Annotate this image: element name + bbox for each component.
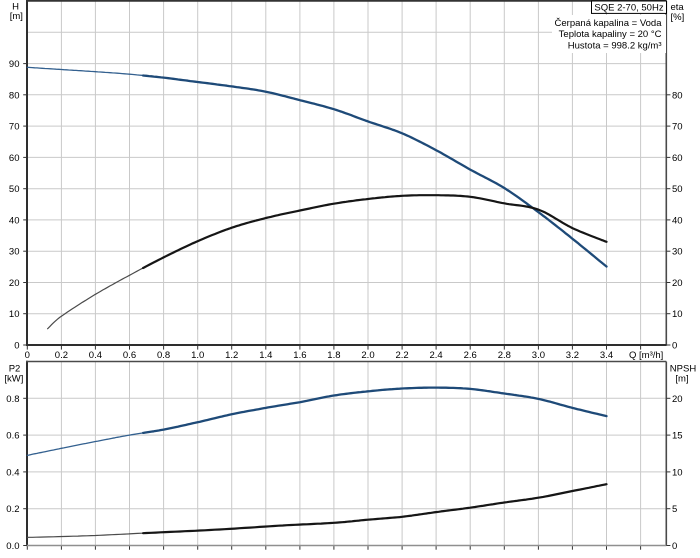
svg-text:[kW]: [kW] xyxy=(4,374,23,385)
svg-text:1.4: 1.4 xyxy=(259,350,272,361)
svg-text:40: 40 xyxy=(672,215,683,226)
svg-text:10: 10 xyxy=(672,467,683,478)
svg-text:60: 60 xyxy=(9,153,20,164)
svg-text:2.6: 2.6 xyxy=(464,350,477,361)
svg-text:0.2: 0.2 xyxy=(55,350,68,361)
svg-text:90: 90 xyxy=(9,59,20,70)
svg-text:3.0: 3.0 xyxy=(532,350,545,361)
svg-text:50: 50 xyxy=(672,184,683,195)
svg-text:2.2: 2.2 xyxy=(395,350,408,361)
svg-text:50: 50 xyxy=(9,184,20,195)
svg-text:40: 40 xyxy=(9,215,20,226)
svg-text:60: 60 xyxy=(672,153,683,164)
svg-text:3.4: 3.4 xyxy=(600,350,613,361)
svg-text:0: 0 xyxy=(672,341,677,352)
svg-text:5: 5 xyxy=(672,504,677,515)
svg-text:eta: eta xyxy=(671,2,685,13)
svg-text:0.0: 0.0 xyxy=(6,541,19,552)
svg-text:70: 70 xyxy=(9,122,20,133)
svg-text:20: 20 xyxy=(9,278,20,289)
svg-text:10: 10 xyxy=(9,309,20,320)
svg-text:20: 20 xyxy=(672,394,683,405)
svg-text:0.8: 0.8 xyxy=(6,394,19,405)
svg-text:0.8: 0.8 xyxy=(157,350,170,361)
svg-text:Q [m³/h]: Q [m³/h] xyxy=(629,350,663,361)
svg-text:[m]: [m] xyxy=(10,11,23,22)
svg-text:15: 15 xyxy=(672,431,683,442)
svg-text:0: 0 xyxy=(25,350,30,361)
svg-text:0.4: 0.4 xyxy=(89,350,102,361)
svg-text:1.6: 1.6 xyxy=(293,350,306,361)
svg-text:2.8: 2.8 xyxy=(498,350,511,361)
svg-text:30: 30 xyxy=(672,247,683,258)
svg-text:2.4: 2.4 xyxy=(429,350,442,361)
svg-text:1.0: 1.0 xyxy=(191,350,204,361)
svg-text:80: 80 xyxy=(9,90,20,101)
svg-text:[%]: [%] xyxy=(671,12,685,23)
svg-text:0.4: 0.4 xyxy=(6,467,19,478)
svg-text:0.6: 0.6 xyxy=(123,350,136,361)
svg-text:P2: P2 xyxy=(9,364,21,375)
svg-text:SQE 2-70, 50Hz: SQE 2-70, 50Hz xyxy=(594,3,663,14)
svg-text:0: 0 xyxy=(14,341,19,352)
svg-text:0.2: 0.2 xyxy=(6,504,19,515)
svg-text:20: 20 xyxy=(672,278,683,289)
svg-text:0: 0 xyxy=(672,541,677,552)
svg-text:70: 70 xyxy=(672,122,683,133)
svg-text:Teplota kapaliny = 20 °C: Teplota kapaliny = 20 °C xyxy=(559,29,662,40)
svg-text:3.2: 3.2 xyxy=(566,350,579,361)
svg-text:80: 80 xyxy=(672,90,683,101)
svg-text:1.8: 1.8 xyxy=(327,350,340,361)
svg-text:2.0: 2.0 xyxy=(361,350,374,361)
svg-text:Hustota = 998.2 kg/m³: Hustota = 998.2 kg/m³ xyxy=(568,40,662,51)
svg-text:[m]: [m] xyxy=(675,374,688,385)
svg-text:1.2: 1.2 xyxy=(225,350,238,361)
svg-text:H: H xyxy=(12,2,19,13)
svg-text:NPSH: NPSH xyxy=(670,364,697,375)
svg-text:0.6: 0.6 xyxy=(6,431,19,442)
svg-text:10: 10 xyxy=(672,309,683,320)
svg-text:30: 30 xyxy=(9,247,20,258)
svg-text:Čerpaná kapalina = Voda: Čerpaná kapalina = Voda xyxy=(555,18,663,29)
